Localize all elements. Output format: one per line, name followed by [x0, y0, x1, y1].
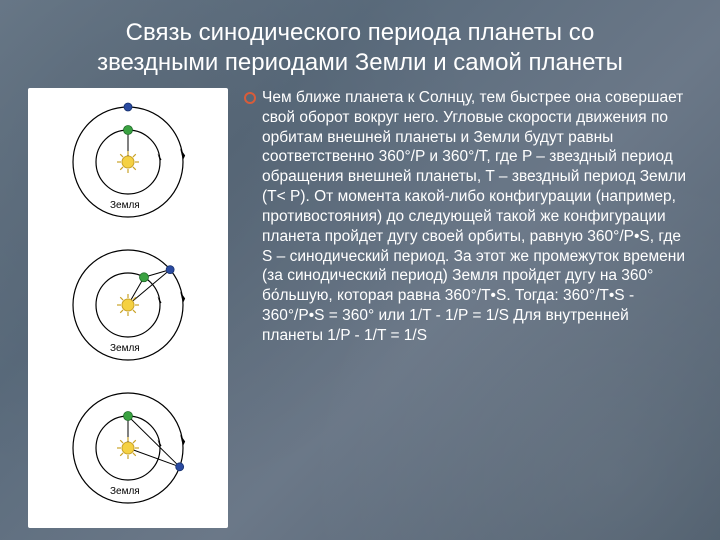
bullet-icon: [244, 92, 256, 104]
orbit-svg-2: Земля: [48, 243, 208, 373]
orbit-diagram-1: Земля: [38, 98, 218, 233]
body-text: Чем ближе планета к Солнцу, тем быстрее …: [246, 88, 692, 346]
diagram-panel: Земля Земля: [28, 88, 228, 528]
title-line-2: звездными периодами Земли и самой планет…: [97, 49, 623, 76]
orbit-svg-3: Земля: [48, 386, 208, 516]
title-line-1: Связь синодического периода планеты со: [126, 19, 595, 46]
text-column: Чем ближе планета к Солнцу, тем быстрее …: [246, 88, 692, 528]
diagram-column: Земля Земля: [28, 88, 228, 528]
svg-text:Земля: Земля: [110, 200, 140, 211]
orbit-diagram-3: Земля: [38, 383, 218, 518]
slide: Связь синодического периода планеты со з…: [0, 0, 720, 540]
orbit-svg-1: Земля: [48, 100, 208, 230]
svg-text:Земля: Земля: [110, 343, 140, 354]
content-row: Земля Земля: [28, 88, 692, 528]
slide-title: Связь синодического периода планеты со з…: [28, 18, 692, 78]
orbit-diagram-2: Земля: [38, 240, 218, 375]
svg-text:Земля: Земля: [110, 486, 140, 497]
